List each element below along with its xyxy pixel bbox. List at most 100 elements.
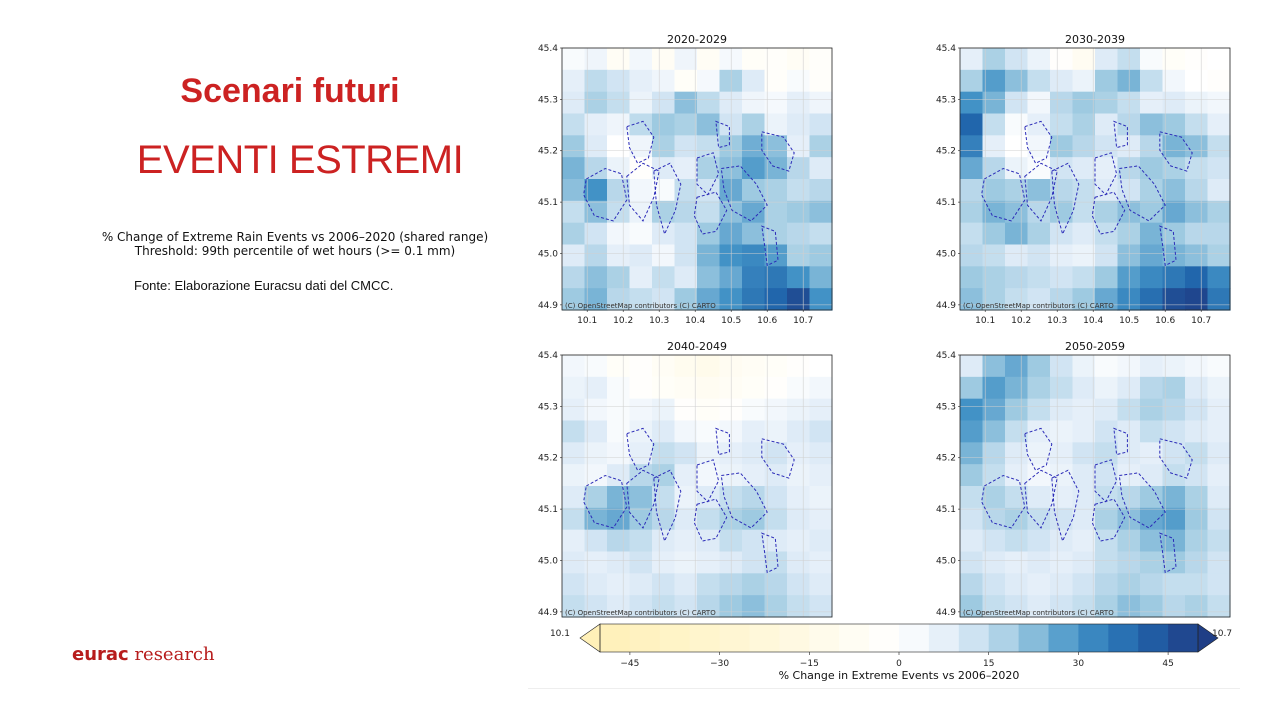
heatmap-cell bbox=[960, 420, 984, 443]
heatmap-cell bbox=[1162, 595, 1186, 618]
heatmap-cell bbox=[1140, 135, 1164, 158]
heatmap-cell bbox=[1207, 529, 1231, 553]
heatmap-cells bbox=[562, 355, 833, 618]
district-outline bbox=[626, 162, 660, 222]
heatmap-cell bbox=[1072, 244, 1096, 267]
heatmap-cell bbox=[1162, 507, 1186, 531]
heatmap-cell bbox=[697, 486, 721, 509]
heatmap-cell bbox=[1207, 551, 1231, 574]
heatmap-cell bbox=[1005, 135, 1029, 158]
heatmap-cell bbox=[697, 507, 721, 531]
heatmap-cell bbox=[1072, 48, 1096, 71]
x-tick-label: 10.4 bbox=[685, 316, 705, 326]
heatmap-cell bbox=[1072, 69, 1096, 93]
map-frame bbox=[959, 354, 1231, 618]
heatmap-cell bbox=[1027, 222, 1051, 246]
y-tick-label: 45.4 bbox=[538, 351, 558, 361]
heatmap-cell bbox=[742, 157, 766, 180]
heatmap-cell bbox=[742, 48, 766, 71]
heatmap-cell bbox=[697, 266, 721, 289]
map-frame bbox=[561, 354, 833, 618]
heatmap-cell bbox=[562, 69, 586, 93]
heatmap-cell bbox=[1005, 179, 1029, 202]
heatmap-cell bbox=[584, 376, 608, 400]
heatmap-cell bbox=[1095, 113, 1119, 136]
heatmap-cell bbox=[809, 200, 833, 224]
heatmap-cell bbox=[562, 113, 586, 136]
heatmap-cell bbox=[1095, 200, 1119, 224]
heatmap-cell bbox=[629, 464, 653, 487]
heatmap-cell bbox=[960, 507, 984, 531]
heatmap-cell bbox=[982, 398, 1006, 422]
heatmap-cell bbox=[742, 486, 766, 509]
heatmap-cell bbox=[742, 266, 766, 289]
heatmap-cell bbox=[1207, 355, 1231, 378]
heatmap-cell bbox=[584, 200, 608, 224]
heatmap-cell bbox=[1005, 48, 1029, 71]
heatmap-cell bbox=[809, 135, 833, 158]
heatmap-cell bbox=[787, 507, 811, 531]
heatmap-cell bbox=[1050, 135, 1074, 158]
heatmap-cell bbox=[960, 113, 984, 136]
heatmap-cell bbox=[1185, 266, 1209, 289]
heatmap-cell bbox=[629, 376, 653, 400]
y-tick-label: 45.3 bbox=[936, 402, 956, 412]
heatmap-cell bbox=[1072, 420, 1096, 443]
heatmap-cell bbox=[629, 135, 653, 158]
colorbar-bin bbox=[1168, 624, 1199, 652]
y-tick-label: 44.9 bbox=[538, 608, 558, 618]
heatmap-cell bbox=[1162, 551, 1186, 574]
heatmap-cell bbox=[674, 551, 698, 574]
heatmap-cell bbox=[787, 179, 811, 202]
heatmap-cell bbox=[809, 266, 833, 289]
heatmap-cell bbox=[787, 355, 811, 378]
heatmap-cell bbox=[562, 529, 586, 553]
district-outline bbox=[1051, 469, 1080, 543]
heatmap-cell bbox=[742, 135, 766, 158]
district-outline bbox=[981, 167, 1026, 222]
y-tick-label: 45.1 bbox=[538, 198, 558, 208]
heatmap-cell bbox=[697, 529, 721, 553]
colorbar-bin bbox=[1138, 624, 1169, 652]
heatmap-cell bbox=[1027, 507, 1051, 531]
heatmap-cell bbox=[1005, 222, 1029, 246]
heatmap-cell bbox=[809, 376, 833, 400]
heatmap-cell bbox=[562, 222, 586, 246]
heatmap-cell bbox=[1050, 179, 1074, 202]
heatmap-cell bbox=[809, 529, 833, 553]
heatmap-cell bbox=[1095, 222, 1119, 246]
x-tick-label: 10.5 bbox=[1119, 316, 1139, 326]
heatmap-cell bbox=[584, 244, 608, 267]
heatmap-cell bbox=[652, 113, 676, 136]
heatmap-cell bbox=[809, 551, 833, 574]
heatmap-cell bbox=[742, 507, 766, 531]
heatmap-cell bbox=[562, 464, 586, 487]
map-title: 2040-2049 bbox=[667, 340, 727, 353]
heatmap-cell bbox=[607, 551, 631, 574]
heatmap-cell bbox=[1027, 551, 1051, 574]
heatmap-cell bbox=[629, 507, 653, 531]
heatmap-cell bbox=[960, 529, 984, 553]
heatmap-cell bbox=[1207, 464, 1231, 487]
heatmap-cell bbox=[1095, 91, 1119, 115]
district-outline bbox=[583, 474, 628, 529]
heatmap-cell bbox=[764, 135, 788, 158]
heatmap-cell bbox=[1162, 442, 1186, 465]
heatmap-cell bbox=[697, 179, 721, 202]
heatmap-cell bbox=[1162, 244, 1186, 267]
heatmap-cell bbox=[787, 113, 811, 136]
y-tick-label: 45.0 bbox=[538, 249, 558, 259]
district-outline bbox=[761, 532, 779, 574]
heatmap-cell bbox=[652, 420, 676, 443]
heatmap-cell bbox=[697, 222, 721, 246]
heatmap-cell bbox=[1140, 486, 1164, 509]
heatmap-cell bbox=[1140, 376, 1164, 400]
heatmap-cell bbox=[809, 486, 833, 509]
heatmap-cell bbox=[607, 464, 631, 487]
heatmap-cell bbox=[787, 529, 811, 553]
heatmap-cell bbox=[697, 157, 721, 180]
colorbar-bin bbox=[779, 624, 810, 652]
district-outline bbox=[1051, 162, 1080, 236]
x-tick-label: 10.6 bbox=[757, 316, 777, 326]
heatmap-cell bbox=[960, 376, 984, 400]
